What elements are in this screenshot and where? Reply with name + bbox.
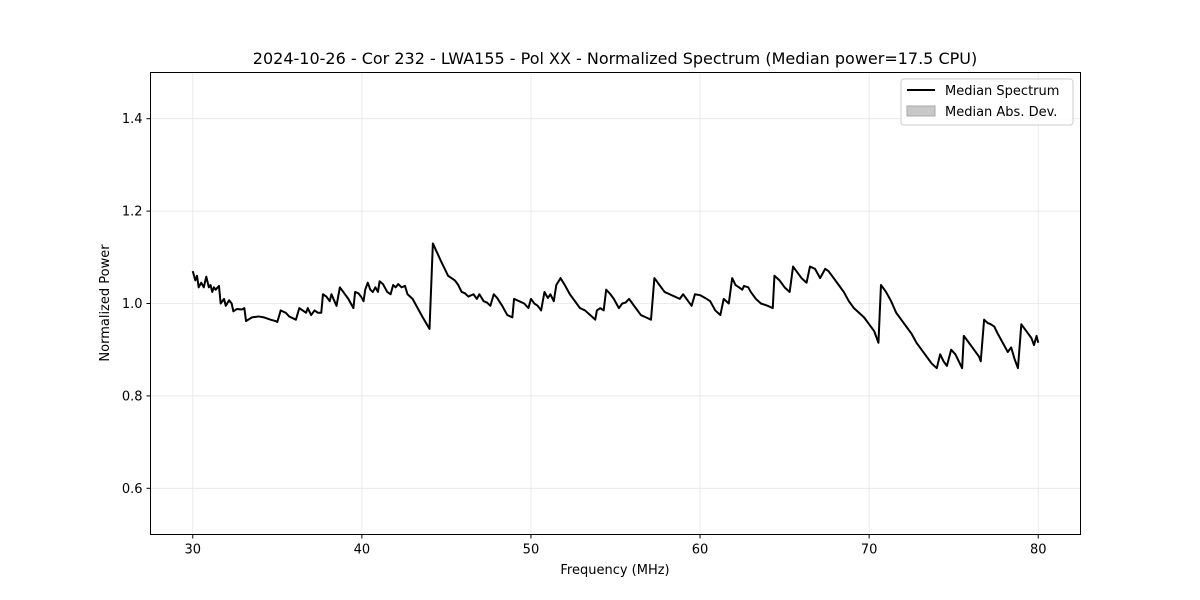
x-tick-label: 50 bbox=[523, 543, 540, 558]
legend-label-median-spectrum: Median Spectrum bbox=[945, 84, 1059, 99]
x-axis: 30 40 50 60 70 80 bbox=[184, 534, 1047, 558]
x-axis-label: Frequency (MHz) bbox=[560, 563, 669, 578]
median-spectrum-line bbox=[191, 242, 1040, 370]
y-tick-label: 1.2 bbox=[122, 205, 143, 220]
y-axis: 0.6 0.8 1.0 1.2 1.4 bbox=[122, 112, 151, 497]
x-tick-label: 30 bbox=[184, 543, 201, 558]
legend-label-median-abs-dev: Median Abs. Dev. bbox=[945, 105, 1057, 120]
x-tick-label: 60 bbox=[692, 543, 709, 558]
x-tick-label: 80 bbox=[1030, 543, 1047, 558]
y-tick-label: 1.0 bbox=[122, 297, 143, 312]
y-tick-label: 1.4 bbox=[122, 112, 143, 127]
legend-box bbox=[900, 78, 1074, 126]
legend: Median Spectrum Median Abs. Dev. bbox=[900, 78, 1074, 126]
y-axis-label: Normalized Power bbox=[98, 244, 113, 362]
y-tick-label: 0.8 bbox=[122, 389, 143, 404]
x-tick-label: 40 bbox=[354, 543, 371, 558]
y-tick-label: 0.6 bbox=[122, 482, 143, 497]
x-tick-label: 70 bbox=[861, 543, 878, 558]
chart-title: 2024-10-26 - Cor 232 - LWA155 - Pol XX -… bbox=[253, 49, 977, 68]
legend-patch-swatch bbox=[906, 105, 936, 117]
series-layer bbox=[191, 242, 1040, 370]
